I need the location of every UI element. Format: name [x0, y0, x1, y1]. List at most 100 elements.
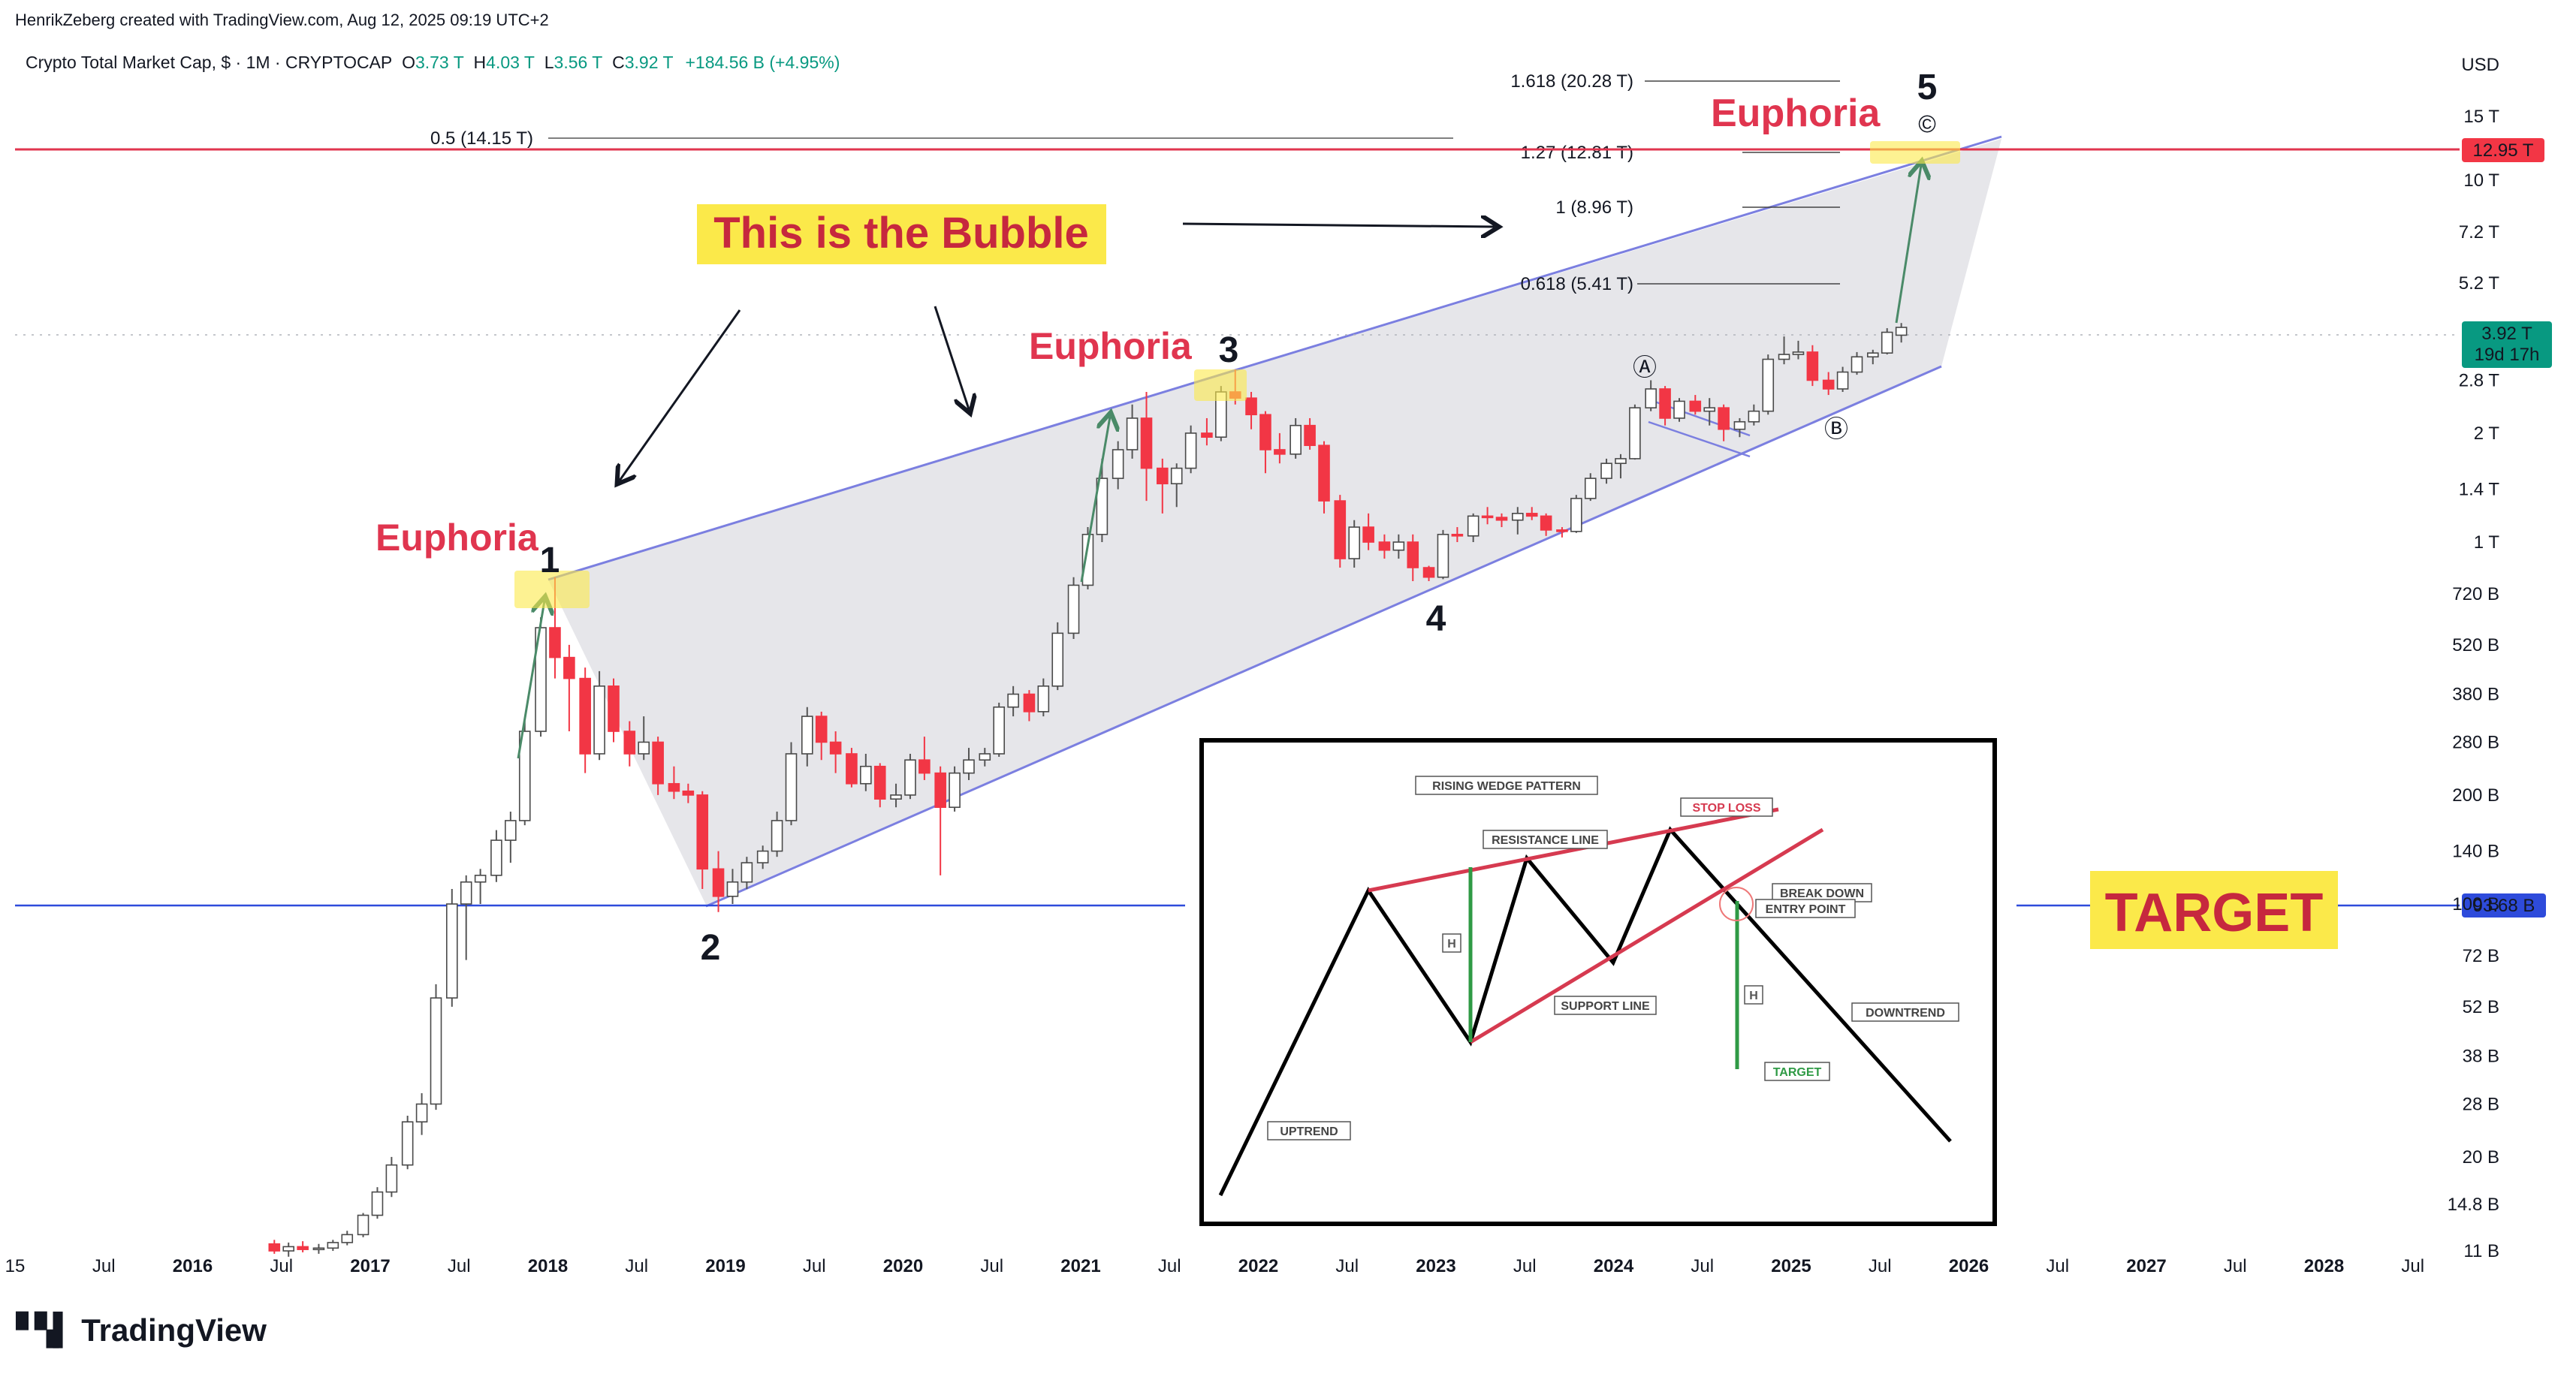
x-tick-label: 2021: [1060, 1256, 1100, 1276]
candle: [1467, 513, 1480, 542]
candle: [890, 783, 902, 808]
euphoria-label-1: Euphoria: [376, 517, 539, 559]
candle: [1140, 391, 1153, 502]
trend-arrow: [1895, 165, 1921, 324]
trend-arrow: [1080, 417, 1110, 583]
candle: [1112, 441, 1124, 490]
candle: [371, 1187, 384, 1219]
x-tick-label: Jul: [2046, 1256, 2069, 1276]
x-tick-label: Jul: [1691, 1256, 1714, 1276]
candle: [696, 791, 709, 890]
candle: [979, 748, 991, 767]
candle: [430, 984, 442, 1110]
x-tick-label: 15: [5, 1256, 26, 1276]
candle: [1437, 529, 1449, 580]
wave-letter-label: ©: [1918, 110, 1936, 137]
candle: [1495, 513, 1508, 528]
symbol-legend[interactable]: Crypto Total Market Cap, $ · 1M · CRYPTO…: [26, 53, 840, 72]
inset-h-mark-box: [1442, 933, 1461, 953]
candle: [1762, 354, 1775, 415]
candle: [860, 753, 872, 791]
candle: [1881, 328, 1893, 355]
candle: [1659, 386, 1671, 426]
y-tick-label: 14.8 B: [2448, 1195, 2499, 1215]
time-axis[interactable]: 15 Jul 2016 Jul 2017 Jul 2018 Jul 2019 Jul 2020 Jul…: [5, 1256, 2424, 1276]
candle: [1407, 534, 1419, 582]
y-tick-label: 15 T: [2463, 107, 2499, 127]
candle: [1156, 458, 1169, 514]
target-price-badge-label: 93.68 B: [2473, 896, 2535, 916]
inset-title-box: [1415, 776, 1598, 795]
candle: [801, 707, 813, 767]
candle: [1673, 398, 1685, 422]
euphoria-label-5: Euphoria: [1711, 92, 1881, 135]
candle: [652, 737, 664, 795]
candle: [726, 869, 739, 904]
inset-uptrend-label-box: [1267, 1121, 1351, 1140]
candle: [756, 845, 769, 869]
inset-support-label: SUPPORT LINE: [1561, 1000, 1650, 1013]
change-value: +184.56 B (+4.95%): [685, 53, 840, 72]
candle: [1318, 441, 1330, 514]
candle: [1096, 458, 1109, 542]
candle: [712, 851, 725, 912]
x-tick-label: Jul: [625, 1256, 648, 1276]
candle: [771, 811, 783, 857]
x-tick-label: 2024: [1594, 1256, 1634, 1276]
candle: [563, 644, 575, 732]
x-tick-label: Jul: [980, 1256, 1003, 1276]
bubble-label: This is the Bubble: [713, 209, 1089, 258]
bubble-label-box: [697, 204, 1106, 264]
trend-arrow: [620, 309, 741, 481]
x-tick-label: Jul: [803, 1256, 826, 1276]
candle: [623, 721, 636, 767]
target-price-badge: [2462, 893, 2546, 917]
price-axis[interactable]: 15 T 10 T 7.2 T 5.2 T 2.8 T 2 T 1.4 T 1 T 720 B 5…: [2448, 55, 2500, 1261]
candle: [1392, 534, 1405, 559]
y-tick-label: 140 B: [2452, 842, 2499, 862]
candle: [593, 670, 605, 761]
highlight-mark: [1870, 141, 1960, 164]
candle: [268, 1240, 281, 1254]
x-tick-label: Jul: [1335, 1256, 1359, 1276]
rising-wedge-channel: [547, 135, 2002, 908]
mini-channel-bottom: [1648, 420, 1751, 458]
candle: [401, 1115, 414, 1170]
candle: [505, 811, 517, 863]
y-tick-label: 72 B: [2463, 946, 2499, 966]
candle: [1718, 404, 1730, 441]
candle: [460, 875, 472, 960]
candle: [682, 783, 695, 803]
wedge-resistance-line: [547, 135, 2002, 581]
candle: [608, 678, 620, 743]
candle: [445, 889, 458, 1007]
x-tick-label: Jul: [92, 1256, 116, 1276]
candle: [1584, 473, 1597, 502]
y-tick-label: 1 T: [2474, 532, 2500, 553]
close-value: 3.92 T: [624, 53, 674, 72]
candle: [1201, 417, 1213, 446]
candle: [1733, 417, 1746, 438]
candle: [1259, 411, 1271, 474]
y-tick-label: 20 B: [2463, 1147, 2499, 1168]
candle: [1748, 404, 1760, 426]
candle: [846, 748, 858, 788]
y-tick-label: 2 T: [2474, 423, 2500, 444]
x-tick-label: Jul: [2401, 1256, 2424, 1276]
candle: [963, 748, 975, 780]
candle: [1348, 520, 1361, 568]
x-tick-label: 2028: [2304, 1256, 2344, 1276]
candle: [518, 721, 531, 826]
candle: [1525, 507, 1538, 520]
candle: [1615, 453, 1627, 479]
candle: [918, 737, 931, 780]
tradingview-brand[interactable]: ▘▚▍ TradingView: [17, 1312, 267, 1348]
candle: [579, 667, 591, 773]
author-credit: HenrikZeberg created with TradingView.co…: [15, 11, 549, 29]
y-tick-label: 7.2 T: [2459, 222, 2500, 243]
candle: [904, 753, 916, 800]
wave-number-label: 5: [1917, 68, 1938, 107]
x-tick-label: 2018: [528, 1256, 568, 1276]
y-tick-label: 2.8 T: [2459, 370, 2500, 390]
